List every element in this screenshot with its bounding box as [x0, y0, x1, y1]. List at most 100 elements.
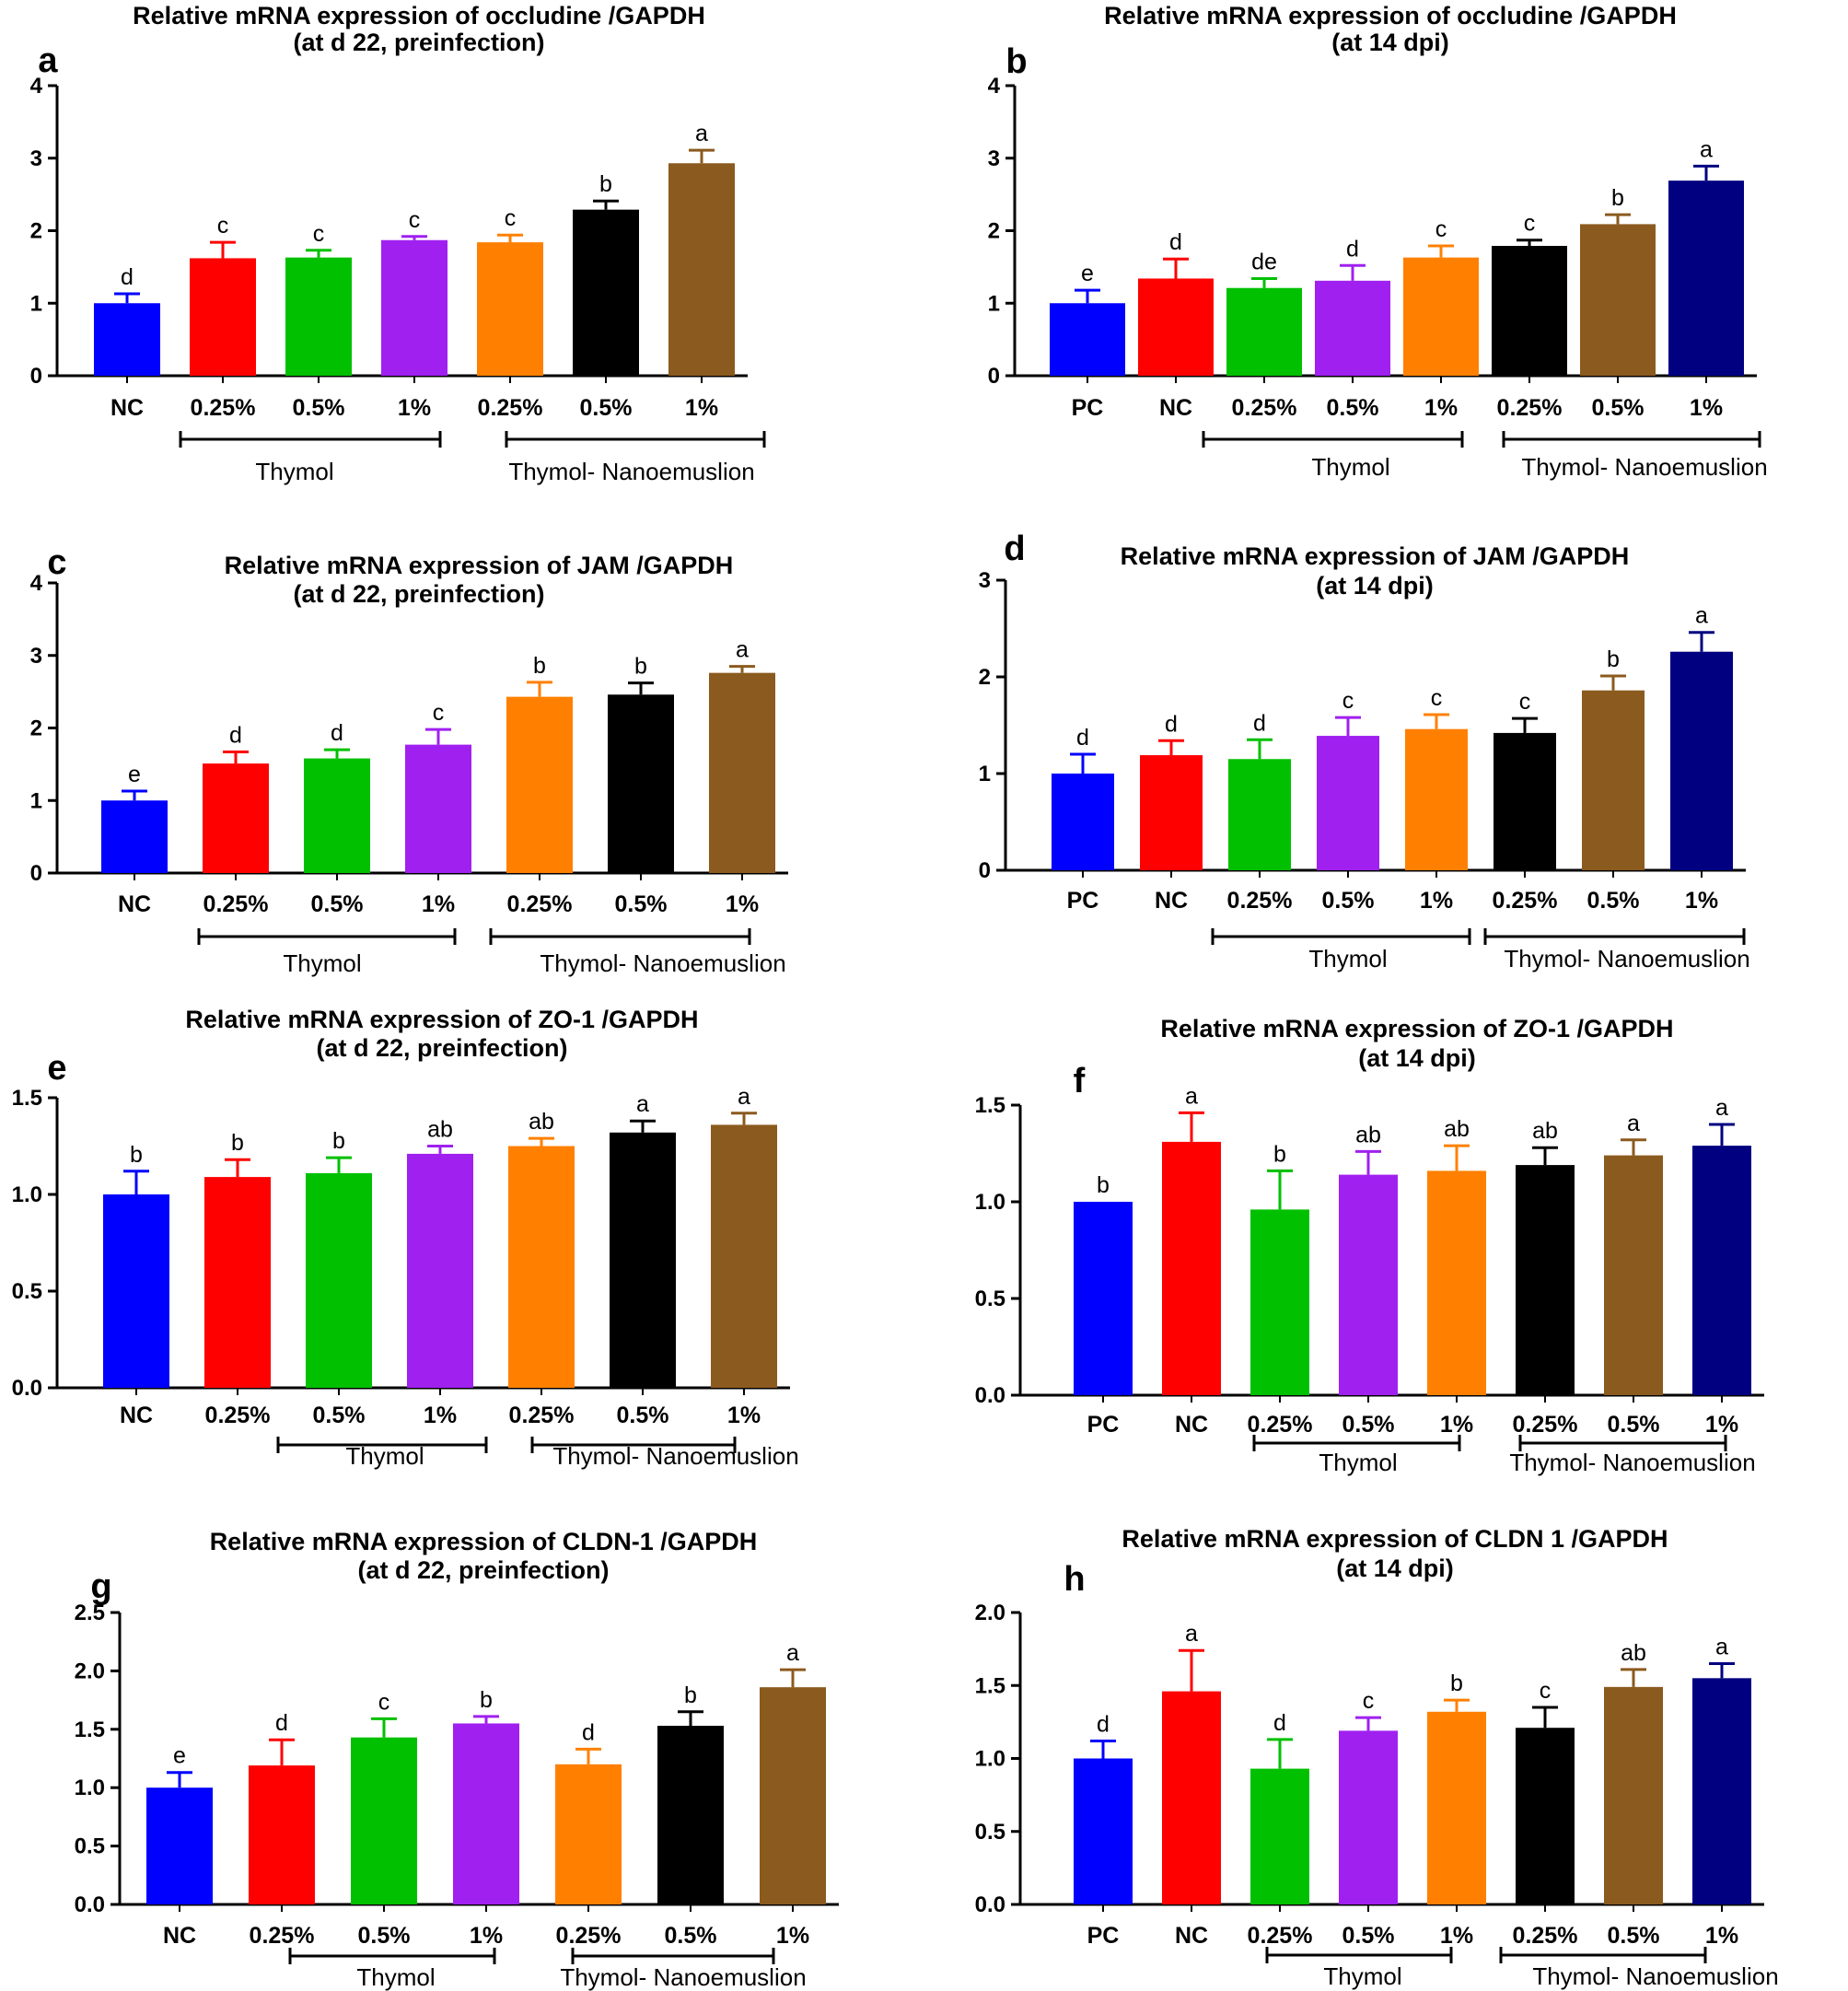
panel-a-y-tick-label: 4: [30, 74, 43, 99]
panel-d-sig-letter: d: [1076, 725, 1089, 751]
panel-g-title-line1: Relative mRNA expression of CLDN-1 /GAPD…: [210, 1528, 758, 1555]
panel-a-sig-letter: c: [409, 207, 421, 233]
panel-a-label: a: [38, 41, 58, 80]
panel-h-y-tick-label: 0.5: [975, 1820, 1005, 1845]
panel-f-bar: [1692, 1146, 1751, 1395]
panel-e-category-label: 0.25%: [205, 1403, 271, 1428]
panel-f-bar: [1250, 1209, 1309, 1395]
panel-d-sig-letter: a: [1695, 603, 1708, 629]
panel-c-category-label: 1%: [726, 891, 759, 917]
panel-g-group-label: Thymol- Nanoemuslion: [560, 1963, 806, 1991]
panel-b-category-label: 0.25%: [1232, 395, 1297, 421]
panel-e-bar: [407, 1153, 473, 1388]
panel-d-category-label: 1%: [1420, 888, 1453, 914]
panel-h-category-label: 1%: [1705, 1923, 1738, 1949]
panel-b-category-label: 1%: [1690, 395, 1723, 421]
panel-d-label: d: [1004, 530, 1025, 568]
panel-c-bar: [101, 800, 168, 873]
panel-e-category-label: 0.5%: [617, 1403, 669, 1428]
panel-a-sig-letter: c: [217, 213, 229, 239]
panel-c-sig-letter: d: [331, 720, 343, 746]
panel-g-sig-letter: d: [275, 1710, 288, 1736]
panel-c-y-tick-label: 0: [30, 861, 42, 886]
panel-a-sig-letter: b: [599, 171, 612, 197]
panel-e-category-label: 1%: [424, 1403, 457, 1428]
panel-d-y-tick-label: 0: [979, 858, 991, 883]
panel-e-sig-letter: b: [130, 1142, 143, 1168]
panel-f-category-label: 1%: [1440, 1412, 1473, 1438]
panel-d-sig-letter: d: [1165, 711, 1178, 737]
panel-g-category-label: NC: [163, 1923, 196, 1949]
panel-h-category-label: NC: [1175, 1923, 1208, 1949]
panel-b-category-label: NC: [1159, 395, 1192, 421]
panel-h-title-line2: (at 14 dpi): [1336, 1554, 1454, 1582]
panel-g-category-label: 0.5%: [358, 1923, 411, 1949]
panel-g-y-tick-label: 0.0: [75, 1892, 105, 1917]
panel-e-bar: [306, 1172, 372, 1388]
panel-d-group-label: Thymol- Nanoemuslion: [1504, 945, 1749, 972]
panel-e-bar: [711, 1124, 777, 1388]
panel-d-bar: [1405, 728, 1468, 870]
panel-h-sig-letter: a: [1715, 1634, 1728, 1659]
panel-g-category-label: 1%: [470, 1923, 503, 1949]
panel-f-title-line1: Relative mRNA expression of ZO-1 /GAPDH: [1160, 1015, 1673, 1042]
panel-d-category-label: 1%: [1685, 888, 1718, 914]
panel-f-sig-letter: ab: [1532, 1118, 1558, 1144]
panel-a-sig-letter: c: [313, 221, 325, 247]
panel-c-sig-letter: a: [736, 637, 749, 663]
panel-h-sig-letter: d: [1097, 1711, 1110, 1737]
panel-f-sig-letter: a: [1627, 1111, 1640, 1136]
panel-g-y-tick-label: 2.0: [75, 1659, 105, 1683]
panel-g-category-label: 1%: [776, 1923, 809, 1949]
panel-c-y-tick-label: 3: [30, 644, 42, 669]
panel-b-category-label: 0.5%: [1592, 395, 1645, 421]
panel-h-bar: [1074, 1758, 1133, 1904]
panel-b-bar: [1403, 257, 1479, 376]
panel-d-bar: [1228, 759, 1291, 870]
panel-h-group-label: Thymol: [1323, 1962, 1401, 1990]
panel-e-y-tick-label: 1.5: [12, 1086, 42, 1111]
panel-h-bar: [1162, 1691, 1221, 1904]
panel-b-y-tick-label: 4: [988, 74, 1001, 99]
panel-d-sig-letter: d: [1253, 710, 1266, 736]
panel-h-sig-letter: ab: [1621, 1640, 1646, 1666]
panel-g-bar: [249, 1765, 315, 1904]
panel-c-bar: [203, 763, 269, 873]
panel-e-bar: [610, 1132, 676, 1388]
panel-h-category-label: 1%: [1440, 1923, 1473, 1949]
panel-f-sig-letter: a: [1185, 1083, 1198, 1109]
panel-f-y-tick-label: 0.0: [975, 1383, 1005, 1408]
panel-c-sig-letter: e: [128, 762, 141, 787]
panel-f-category-label: 0.5%: [1608, 1412, 1660, 1438]
panel-c-category-label: 0.25%: [203, 891, 269, 917]
panel-b-sig-letter: b: [1611, 185, 1624, 211]
panel-c-bar: [405, 744, 471, 873]
panel-g-y-tick-label: 1.0: [75, 1776, 105, 1800]
panel-h-sig-letter: c: [1363, 1688, 1375, 1714]
panel-a-sig-letter: d: [121, 264, 134, 290]
panel-h-y-tick-label: 1.0: [975, 1747, 1005, 1772]
panel-f-category-label: PC: [1087, 1412, 1120, 1438]
panel-a-group-label: Thymol- Nanoemuslion: [508, 458, 754, 485]
panel-d-bar: [1317, 736, 1379, 870]
panel-a-sig-letter: a: [695, 121, 708, 146]
panel-a-y-tick-label: 2: [30, 219, 42, 244]
panel-g-sig-letter: b: [684, 1682, 697, 1708]
panel-e-title-line1: Relative mRNA expression of ZO-1 /GAPDH: [185, 1006, 698, 1033]
panel-d-sig-letter: c: [1519, 689, 1531, 715]
panel-f-group-label: Thymol: [1319, 1449, 1397, 1476]
panel-c-bar: [709, 672, 775, 873]
panel-a-sig-letter: c: [505, 205, 517, 231]
panel-e-sig-letter: ab: [529, 1109, 554, 1135]
panel-a-bar: [477, 242, 543, 376]
panel-d-sig-letter: c: [1342, 688, 1354, 714]
panel-a-y-tick-label: 3: [30, 146, 42, 171]
panel-g-sig-letter: b: [480, 1687, 493, 1713]
panel-c-y-tick-label: 1: [30, 788, 42, 813]
panel-g-category-label: 0.25%: [556, 1923, 622, 1949]
panel-g-bar: [351, 1737, 417, 1904]
panel-b-sig-letter: a: [1700, 136, 1713, 162]
panel-a-category-label: 1%: [685, 395, 718, 421]
panel-b-category-label: 1%: [1424, 395, 1458, 421]
panel-e-group-label: Thymol: [345, 1442, 424, 1470]
